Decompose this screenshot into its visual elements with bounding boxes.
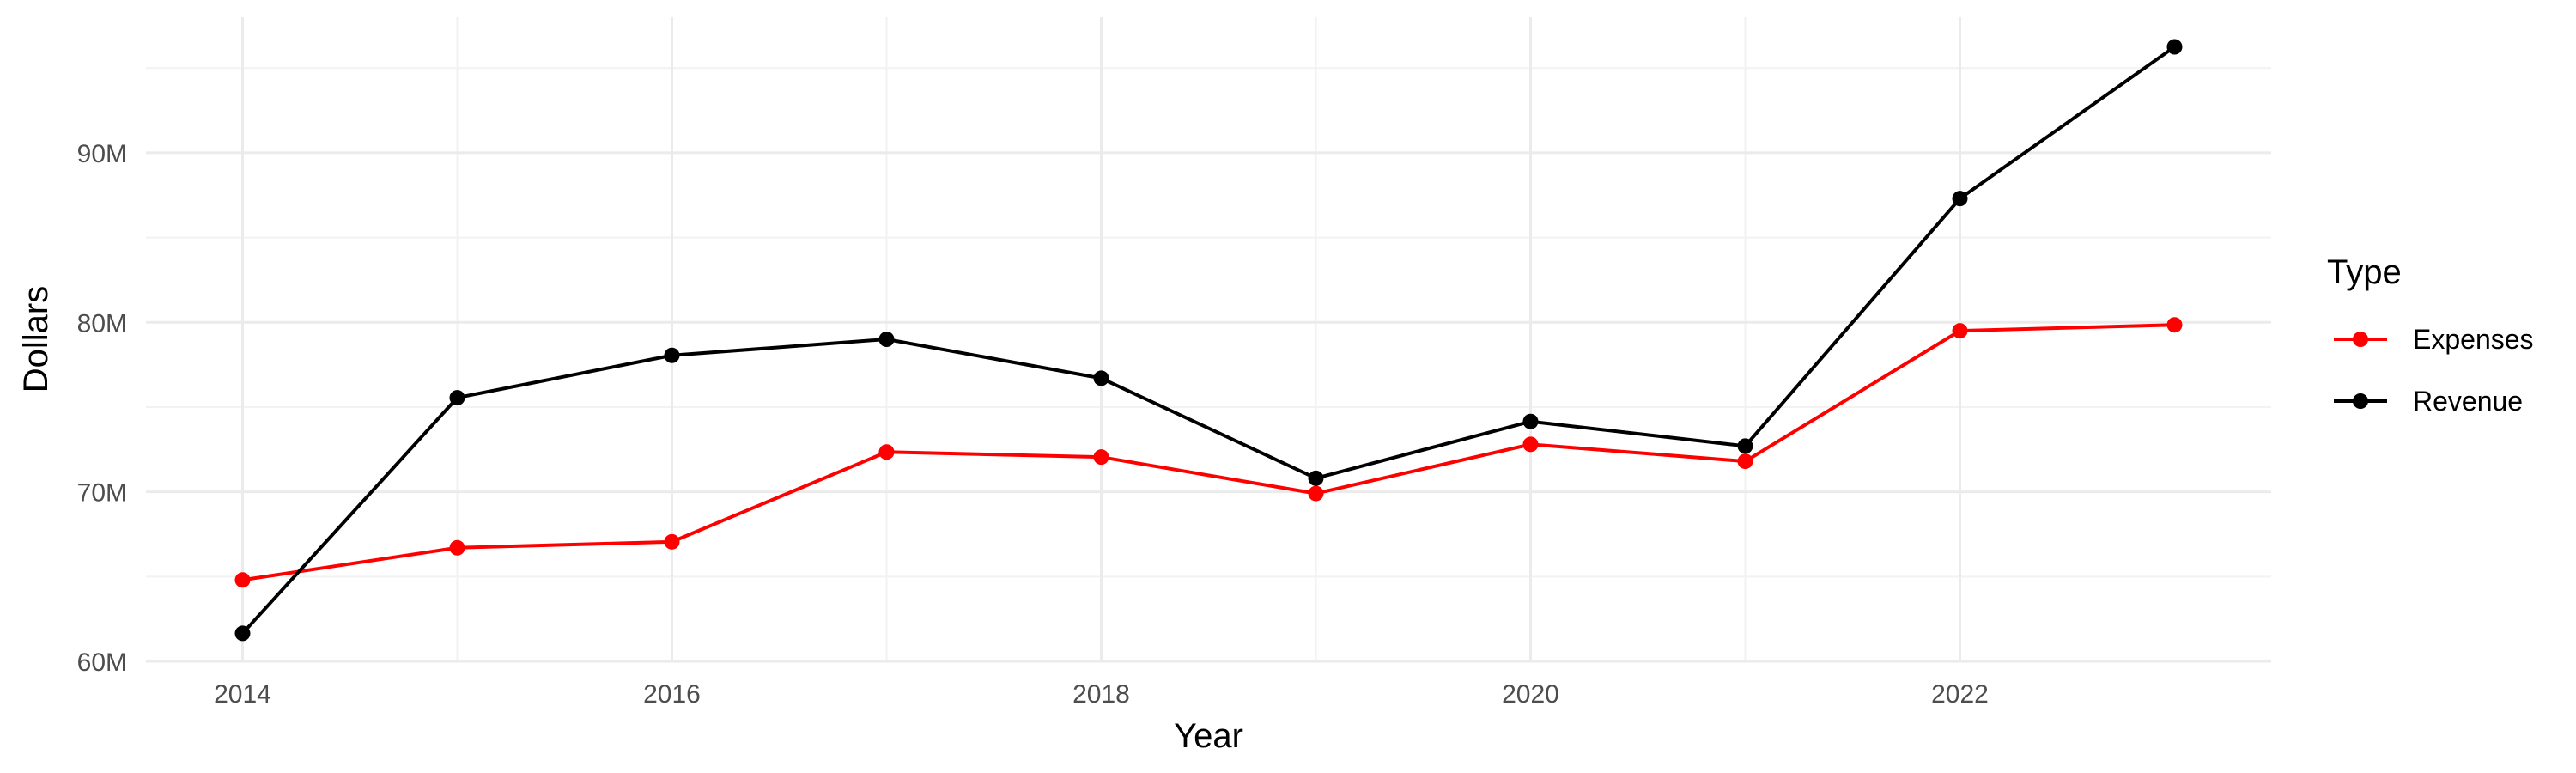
revenue-point bbox=[449, 390, 465, 406]
legend-label: Revenue bbox=[2413, 386, 2523, 417]
x-tick-label: 2020 bbox=[1502, 680, 1559, 709]
x-axis-title: Year bbox=[1174, 717, 1243, 755]
revenue-point bbox=[1308, 470, 1324, 486]
x-tick-label: 2018 bbox=[1072, 680, 1130, 709]
y-axis-tick-labels: 60M 70M 80M 90M bbox=[77, 140, 127, 677]
x-tick-label: 2016 bbox=[643, 680, 701, 709]
y-tick-label: 90M bbox=[77, 140, 127, 168]
expenses-point bbox=[1952, 323, 1968, 339]
revenue-point bbox=[1952, 191, 1968, 207]
revenue-point bbox=[1737, 438, 1753, 454]
legend-item-expenses: Expenses bbox=[2334, 324, 2534, 355]
revenue-point bbox=[2166, 39, 2183, 55]
x-tick-label: 2022 bbox=[1931, 680, 1989, 709]
expenses-point bbox=[1522, 436, 1539, 453]
expenses-point bbox=[449, 539, 465, 556]
expenses-point bbox=[234, 572, 251, 588]
x-axis-tick-labels: 2014 2016 2018 2020 2022 bbox=[214, 680, 1989, 709]
y-tick-label: 80M bbox=[77, 309, 127, 338]
expenses-point bbox=[1093, 449, 1109, 466]
legend: Type Expenses Revenue bbox=[2327, 253, 2534, 417]
series-layer bbox=[234, 39, 2183, 642]
expenses-point bbox=[2166, 317, 2183, 333]
legend-label: Expenses bbox=[2413, 324, 2534, 355]
legend-key-point bbox=[2353, 332, 2368, 347]
minor-gridlines bbox=[146, 17, 2271, 661]
series-revenue bbox=[234, 39, 2183, 642]
expenses-point bbox=[878, 444, 895, 460]
revenue-line bbox=[241, 45, 2176, 635]
expenses-point bbox=[1308, 485, 1324, 502]
y-tick-label: 60M bbox=[77, 648, 127, 677]
expenses-line bbox=[242, 323, 2175, 582]
y-tick-label: 70M bbox=[77, 479, 127, 508]
legend-title: Type bbox=[2327, 253, 2402, 291]
expenses-point bbox=[1737, 453, 1753, 470]
legend-item-revenue: Revenue bbox=[2334, 386, 2523, 417]
series-expenses bbox=[234, 317, 2183, 588]
revenue-point bbox=[234, 625, 251, 642]
revenue-point bbox=[1522, 413, 1539, 429]
revenue-point bbox=[664, 347, 680, 363]
y-axis-title: Dollars bbox=[17, 286, 55, 393]
major-gridlines bbox=[146, 17, 2271, 663]
x-tick-label: 2014 bbox=[214, 680, 271, 709]
revenue-point bbox=[1093, 370, 1109, 386]
legend-items: Expenses Revenue bbox=[2334, 324, 2534, 417]
legend-key-point bbox=[2353, 393, 2368, 409]
expenses-point bbox=[664, 533, 680, 550]
revenue-point bbox=[878, 332, 895, 347]
